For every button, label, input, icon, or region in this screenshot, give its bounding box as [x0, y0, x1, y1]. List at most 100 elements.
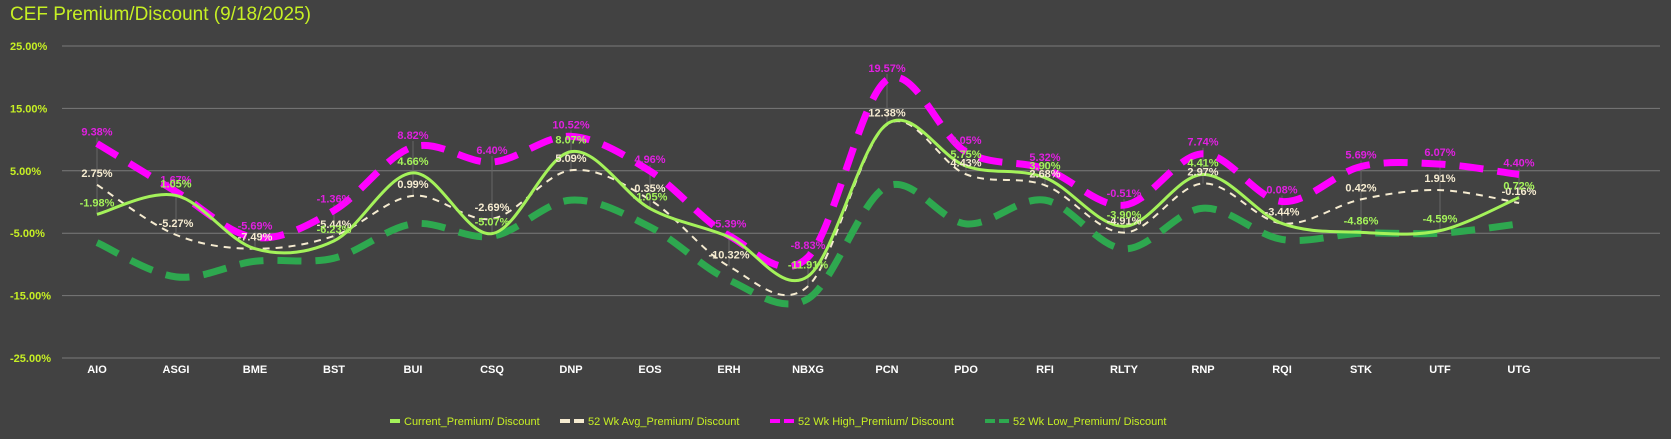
- x-tick-label: STK: [1350, 364, 1372, 376]
- data-label-high: 8.82%: [397, 130, 428, 142]
- data-label-current: -5.07%: [475, 217, 510, 229]
- data-label-high: 0.08%: [1266, 185, 1297, 197]
- legend-swatch: [574, 419, 584, 423]
- data-label-current: -4.59%: [1423, 214, 1458, 226]
- data-label-high: 6.40%: [476, 145, 507, 157]
- x-tick-label: EOS: [638, 364, 661, 376]
- legend-label: 52 Wk High_Premium/ Discount: [798, 416, 954, 428]
- legend-swatch: [784, 419, 794, 423]
- data-label-high: 4.96%: [634, 154, 665, 166]
- data-label-current: 4.41%: [1187, 157, 1218, 169]
- data-label-high: -0.51%: [1107, 188, 1142, 200]
- legend-item[interactable]: 52 Wk High_Premium/ Discount: [770, 416, 954, 428]
- x-axis-ticks: AIO ASGI BME BST BUI CSQ DNP EOS ERH NBXG PCN PDO RF…: [87, 364, 1530, 376]
- data-label-high: -1.36%: [317, 193, 352, 205]
- x-tick-label: UTF: [1429, 364, 1451, 376]
- legend-item[interactable]: Current_Premium/ Discount: [390, 416, 540, 428]
- series-line-low: [95, 180, 1520, 308]
- x-tick-label: NBXG: [792, 364, 824, 376]
- data-label-high: 19.57%: [868, 63, 906, 75]
- legend-item[interactable]: 52 Wk Avg_Premium/ Discount: [560, 416, 739, 428]
- data-label-avg: -10.32%: [709, 249, 750, 261]
- data-label-avg: 2.68%: [1029, 168, 1060, 180]
- gridlines: [62, 45, 1660, 359]
- x-tick-label: AIO: [87, 364, 107, 376]
- data-label-high: 7.74%: [1187, 137, 1218, 149]
- series-line-avg: [96, 120, 1520, 297]
- x-tick-label: BST: [323, 364, 345, 376]
- data-label-avg: -4.91%: [1107, 216, 1142, 228]
- data-label-high: 5.32%: [1029, 152, 1060, 164]
- data-label-high: 8.05%: [950, 135, 981, 147]
- legend-label: 52 Wk Avg_Premium/ Discount: [588, 416, 739, 428]
- data-label-current: -11.91%: [788, 259, 829, 271]
- data-label-avg: 0.35%: [634, 183, 665, 195]
- data-label-avg: 2.97%: [1187, 166, 1218, 178]
- data-label-avg: 4.43%: [950, 157, 981, 169]
- y-tick-label: -15.00%: [10, 291, 51, 303]
- data-label-high: 10.52%: [552, 119, 590, 131]
- data-label-current: 8.07%: [555, 135, 586, 147]
- x-tick-label: RQI: [1272, 364, 1292, 376]
- y-tick-label: 25.00%: [10, 41, 48, 53]
- series-lines: [95, 73, 1520, 308]
- data-label-avg: -5.27%: [159, 218, 194, 230]
- legend-label: 52 Wk Low_Premium/ Discount: [1013, 416, 1166, 428]
- legend-swatch: [985, 419, 995, 423]
- x-tick-label: RNP: [1191, 364, 1214, 376]
- legend-swatch: [770, 419, 780, 423]
- series-line-high: [95, 73, 1520, 271]
- data-label-avg: -7.49%: [238, 232, 273, 244]
- data-label-current: -4.86%: [1344, 215, 1379, 227]
- x-tick-label: ASGI: [163, 364, 190, 376]
- data-label-avg: -3.44%: [1265, 206, 1300, 218]
- data-label-high: -5.69%: [238, 221, 273, 233]
- data-label-high: 5.69%: [1345, 149, 1376, 161]
- chart-title: CEF Premium/Discount (9/18/2025): [10, 4, 311, 25]
- data-label-avg: -2.69%: [475, 202, 510, 214]
- y-tick-label: -25.00%: [10, 353, 51, 365]
- x-tick-label: ERH: [717, 364, 740, 376]
- data-label-avg: -5.44%: [317, 219, 352, 231]
- data-label-current: -3.90%: [1107, 209, 1142, 221]
- series-line-current: [96, 118, 1520, 283]
- data-label-avg: 12.38%: [868, 108, 906, 120]
- data-label-avg: 1.91%: [1424, 173, 1455, 185]
- data-label-avg: 5.09%: [555, 153, 586, 165]
- legend-item[interactable]: 52 Wk Low_Premium/ Discount: [985, 416, 1166, 428]
- data-label-current: -6.23%: [317, 224, 352, 236]
- data-label-avg: 2.75%: [81, 168, 112, 180]
- x-tick-label: RLTY: [1110, 364, 1139, 376]
- data-label-high: 6.07%: [1424, 147, 1455, 159]
- legend-swatch: [999, 419, 1009, 423]
- data-label-current: -1.98%: [80, 197, 115, 209]
- data-label-current: -1.05%: [633, 192, 668, 204]
- data-labels: 9.38% 1.67% -5.69% -1.36% 8.82% 6.40% 10.52% 4.…: [80, 63, 1537, 271]
- data-label-avg: 0.99%: [397, 179, 428, 191]
- y-tick-label: 15.00%: [10, 103, 48, 115]
- data-label-avg: 0.42%: [1345, 182, 1376, 194]
- data-label-current: 4.66%: [397, 156, 428, 168]
- y-tick-label: -5.00%: [10, 228, 45, 240]
- data-label-current: 3.90%: [1029, 161, 1060, 173]
- y-tick-label: 5.00%: [10, 166, 41, 178]
- legend: Current_Premium/ Discount 52 Wk Avg_Premi…: [390, 416, 1166, 428]
- y-axis-ticks: 25.00% 15.00% 5.00% -5.00% -15.00% -25.00%: [10, 41, 51, 365]
- data-label-high: -5.39%: [712, 219, 747, 231]
- legend-swatch: [560, 419, 570, 423]
- data-label-current: 1.05%: [160, 178, 191, 190]
- x-tick-label: PDO: [954, 364, 978, 376]
- x-tick-label: RFI: [1036, 364, 1054, 376]
- x-tick-label: CSQ: [480, 364, 504, 376]
- legend-label: Current_Premium/ Discount: [404, 416, 540, 428]
- legend-swatch: [390, 419, 400, 423]
- data-label-high: 4.40%: [1503, 158, 1534, 170]
- data-label-current: 5.75%: [950, 149, 981, 161]
- x-tick-label: BUI: [404, 364, 423, 376]
- data-label-high: 9.38%: [81, 126, 112, 138]
- x-tick-label: DNP: [559, 364, 582, 376]
- data-label-avg: -0.16%: [1502, 186, 1537, 198]
- data-label-high: 1.67%: [160, 175, 191, 187]
- x-tick-label: PCN: [875, 364, 898, 376]
